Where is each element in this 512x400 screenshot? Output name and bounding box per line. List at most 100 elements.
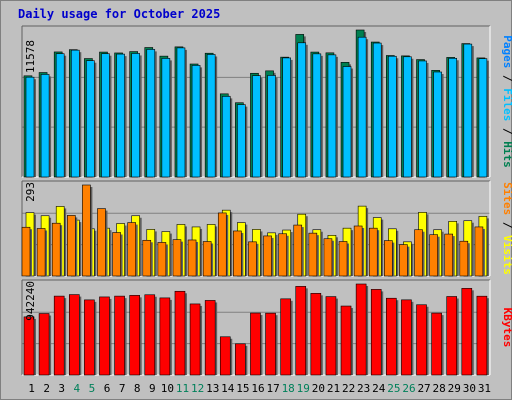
files-bar-day-28 bbox=[433, 71, 442, 178]
kbytes-bar-day-23 bbox=[355, 283, 367, 376]
hits-files-panel-legend-separator: / bbox=[501, 121, 512, 141]
kbytes-bar-day-14 bbox=[219, 336, 231, 376]
x-tick-day-23: 23 bbox=[357, 382, 370, 395]
files-bar-day-25 bbox=[388, 55, 397, 178]
x-tick-day-2: 2 bbox=[43, 382, 50, 395]
x-tick-day-13: 13 bbox=[206, 382, 219, 395]
x-tick-day-21: 21 bbox=[327, 382, 340, 395]
kbytes-bar-day-18 bbox=[280, 298, 291, 376]
files-bar-day-13 bbox=[206, 54, 216, 178]
files-bar-day-21 bbox=[327, 54, 337, 178]
x-tick-day-25: 25 bbox=[387, 382, 400, 395]
kbytes-bar-day-21 bbox=[325, 296, 337, 376]
sites-bar-day-22 bbox=[338, 241, 348, 277]
sites-bar-day-13 bbox=[202, 241, 212, 277]
x-tick-day-17: 17 bbox=[266, 382, 279, 395]
x-tick-day-6: 6 bbox=[104, 382, 111, 395]
files-bar-day-7 bbox=[116, 53, 125, 178]
sites-bar-day-26 bbox=[399, 244, 408, 277]
kbytes-bar-day-11 bbox=[174, 290, 186, 376]
sites-bar-day-24 bbox=[368, 227, 378, 277]
sites-bar-day-1 bbox=[21, 226, 31, 277]
sites-bar-day-25 bbox=[384, 240, 393, 277]
files-bar-day-9 bbox=[146, 49, 156, 178]
files-bar-day-19 bbox=[297, 42, 307, 178]
x-tick-day-31: 31 bbox=[478, 382, 491, 395]
files-bar-day-6 bbox=[101, 53, 110, 178]
files-bar-day-14 bbox=[221, 96, 231, 178]
kbytes-panel-ymax-label: 942240 bbox=[24, 281, 37, 321]
kbytes-bar-day-8 bbox=[129, 295, 140, 376]
kbytes-bar-day-9 bbox=[144, 294, 156, 376]
sites-bar-day-18 bbox=[278, 233, 287, 277]
x-tick-day-15: 15 bbox=[236, 382, 249, 395]
x-tick-day-3: 3 bbox=[58, 382, 65, 395]
legend-kbytes: KBytes bbox=[501, 308, 512, 348]
sites-bar-day-4 bbox=[66, 215, 76, 277]
svg-text:KBytes: KBytes bbox=[501, 308, 512, 348]
legend-pages: Pages bbox=[501, 35, 512, 68]
sites-bar-day-15 bbox=[233, 230, 242, 277]
x-tick-day-19: 19 bbox=[297, 382, 310, 395]
files-bar-day-4 bbox=[70, 49, 80, 178]
files-bar-day-30 bbox=[463, 43, 473, 178]
files-bar-day-20 bbox=[312, 53, 322, 178]
sites-bar-day-20 bbox=[308, 232, 318, 277]
chart-title: Daily usage for October 2025 bbox=[18, 7, 221, 21]
x-tick-day-12: 12 bbox=[191, 382, 204, 395]
x-tick-day-30: 30 bbox=[463, 382, 476, 395]
files-bar-day-8 bbox=[131, 53, 140, 178]
sites-bar-day-2 bbox=[36, 228, 46, 277]
svg-text:Pages / Files / Hits: Pages / Files / Hits bbox=[501, 35, 512, 168]
x-tick-day-27: 27 bbox=[417, 382, 430, 395]
files-bar-day-23 bbox=[357, 36, 367, 178]
sites-bar-day-11 bbox=[172, 239, 182, 277]
kbytes-bar-day-25 bbox=[386, 297, 397, 376]
kbytes-bar-day-6 bbox=[99, 296, 110, 376]
sites-bar-day-19 bbox=[293, 224, 303, 277]
kbytes-bar-day-20 bbox=[310, 293, 322, 376]
kbytes-bar-day-28 bbox=[431, 312, 442, 376]
x-tick-day-7: 7 bbox=[119, 382, 126, 395]
files-bar-day-26 bbox=[403, 56, 412, 178]
legend-sites: Sites bbox=[501, 182, 512, 215]
kbytes-bar-day-29 bbox=[446, 296, 458, 376]
kbytes-bar-day-22 bbox=[340, 305, 352, 376]
files-bar-day-11 bbox=[176, 47, 186, 178]
sites-bar-day-7 bbox=[112, 232, 121, 277]
files-bar-day-22 bbox=[342, 66, 352, 178]
visits-panel-ymax-label: 293 bbox=[24, 182, 37, 202]
legend-visits: Visits bbox=[501, 235, 512, 275]
sites-bar-day-5 bbox=[82, 184, 91, 277]
kbytes-bar-day-26 bbox=[401, 299, 412, 376]
x-tick-day-22: 22 bbox=[342, 382, 355, 395]
files-bar-day-27 bbox=[418, 60, 427, 178]
sites-bar-day-12 bbox=[187, 239, 197, 277]
sites-bar-day-10 bbox=[157, 242, 167, 277]
sites-bar-day-14 bbox=[217, 212, 227, 277]
x-tick-day-5: 5 bbox=[89, 382, 96, 395]
x-tick-day-11: 11 bbox=[176, 382, 189, 395]
x-tick-day-24: 24 bbox=[372, 382, 386, 395]
kbytes-bar-day-5 bbox=[84, 299, 95, 376]
files-bar-day-16 bbox=[252, 75, 261, 178]
kbytes-bar-day-15 bbox=[235, 343, 246, 376]
files-bar-day-1 bbox=[25, 76, 35, 178]
sites-bar-day-3 bbox=[51, 222, 61, 277]
kbytes-bar-day-27 bbox=[416, 304, 427, 376]
hits-panel-ymax-label: 11578 bbox=[24, 40, 37, 73]
files-bar-day-3 bbox=[55, 53, 65, 178]
kbytes-bar-day-4 bbox=[68, 294, 80, 376]
x-tick-day-28: 28 bbox=[433, 382, 446, 395]
kbytes-bar-day-16 bbox=[250, 312, 261, 376]
files-bar-day-10 bbox=[161, 58, 171, 178]
kbytes-bar-day-7 bbox=[114, 295, 125, 376]
files-bar-day-12 bbox=[191, 65, 201, 178]
files-bar-day-31 bbox=[478, 58, 488, 178]
kbytes-bar-day-19 bbox=[295, 286, 307, 376]
x-tick-day-26: 26 bbox=[402, 382, 415, 395]
kbytes-bar-day-10 bbox=[159, 297, 171, 376]
files-bar-day-24 bbox=[372, 42, 382, 178]
sites-bar-day-29 bbox=[444, 233, 454, 277]
hits-files-panel-legend: Pages / Files / Hits bbox=[501, 35, 512, 168]
